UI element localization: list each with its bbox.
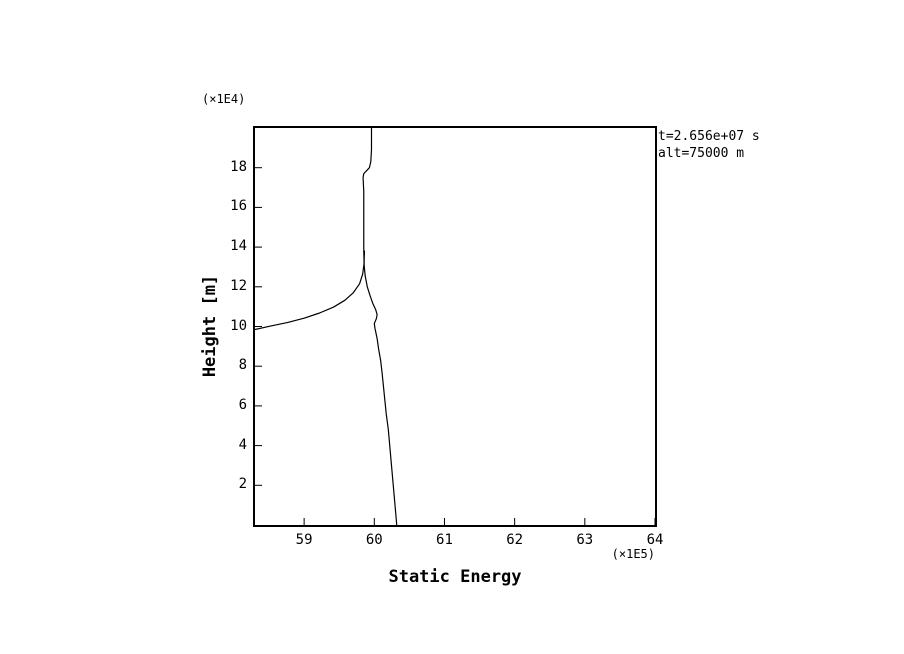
y-tick-label: 14: [230, 238, 247, 255]
left-branch-line: [255, 250, 366, 331]
x-tick-label: 62: [506, 532, 524, 548]
x-axis-scale-label: (×1E5): [611, 547, 655, 561]
annotation-altitude: alt=75000 m: [658, 146, 745, 161]
y-tick-label: 2: [238, 476, 247, 493]
y-tick-label: 4: [238, 436, 247, 453]
y-tick-label: 16: [230, 198, 247, 215]
plot-annotations: t=2.656e+07 s alt=75000 m: [658, 128, 760, 162]
x-tick-label: 64: [646, 532, 664, 548]
x-tick-label: 60: [365, 532, 383, 548]
y-tick-label: 10: [230, 317, 247, 334]
plot-area: [253, 126, 657, 527]
y-axis-scale-label: (×1E4): [202, 92, 246, 106]
x-tick-label: 61: [436, 532, 453, 548]
plot-svg: [255, 128, 655, 525]
static-energy-profile-line: [362, 128, 398, 525]
y-tick-label: 8: [238, 357, 247, 374]
annotation-time: t=2.656e+07 s: [658, 129, 760, 144]
x-axis-title: Static Energy: [388, 567, 522, 587]
y-tick-label: 12: [230, 277, 247, 294]
x-tick-label: 59: [295, 532, 313, 548]
y-tick-label: 18: [230, 158, 247, 175]
x-tick-label: 63: [576, 532, 594, 548]
y-tick-label: 6: [238, 396, 247, 413]
